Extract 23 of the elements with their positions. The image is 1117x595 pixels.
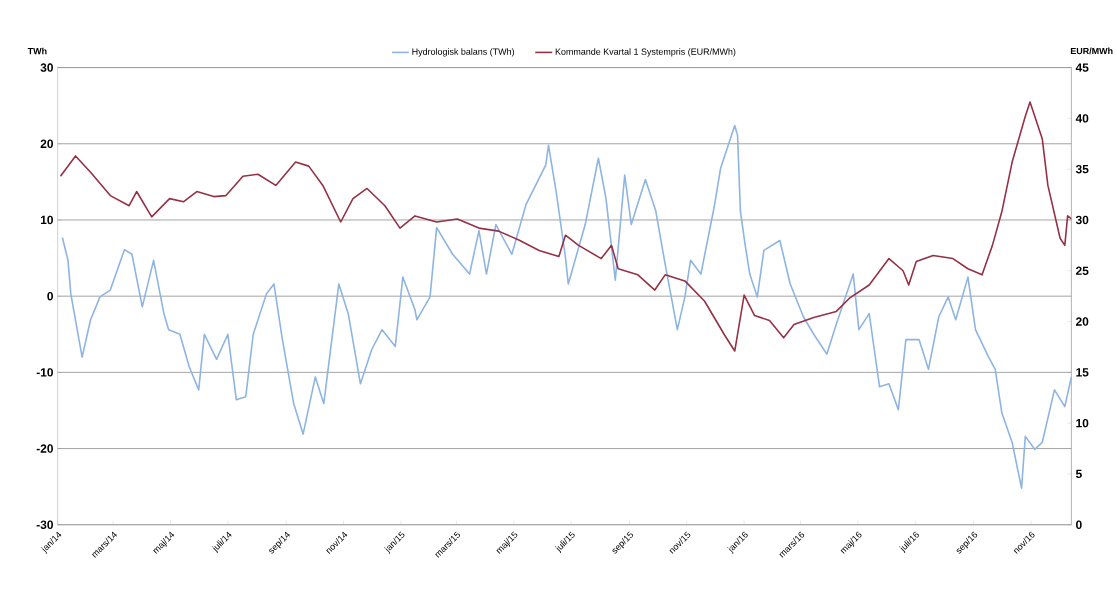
legend-label: Hydrologisk balans (TWh) [412, 48, 514, 57]
line-series [59, 101, 1072, 352]
y2-tick-label: 0 [1076, 520, 1082, 529]
y2-tick-label: 45 [1075, 63, 1089, 72]
y2-tick-label: 20 [1075, 317, 1089, 326]
y2-axis-title: EUR/MWh [1070, 47, 1113, 55]
legend-label: Kommande Kvartal 1 Systempris (EUR/MWh) [555, 48, 736, 57]
line-series [61, 124, 1072, 489]
y2-tick-label: 15 [1076, 368, 1089, 377]
y-tick-label: 20 [40, 139, 53, 148]
y-tick-label: -10 [36, 367, 53, 377]
y-tick-label: -20 [36, 444, 53, 453]
y2-tick-label: 25 [1075, 266, 1089, 275]
y2-tick-label: 5 [1075, 469, 1082, 478]
y-tick-label: -30 [36, 520, 53, 529]
y2-tick-label: 40 [1075, 114, 1089, 123]
y2-tick-label: 10 [1076, 418, 1089, 428]
y-axis-title: TWh [27, 47, 47, 55]
y2-tick-label: 35 [1075, 164, 1089, 174]
y-tick-label: 0 [47, 291, 53, 301]
y-tick-label: 10 [40, 215, 53, 225]
y-tick-label: 30 [40, 63, 53, 72]
y2-tick-label: 30 [1075, 215, 1089, 225]
